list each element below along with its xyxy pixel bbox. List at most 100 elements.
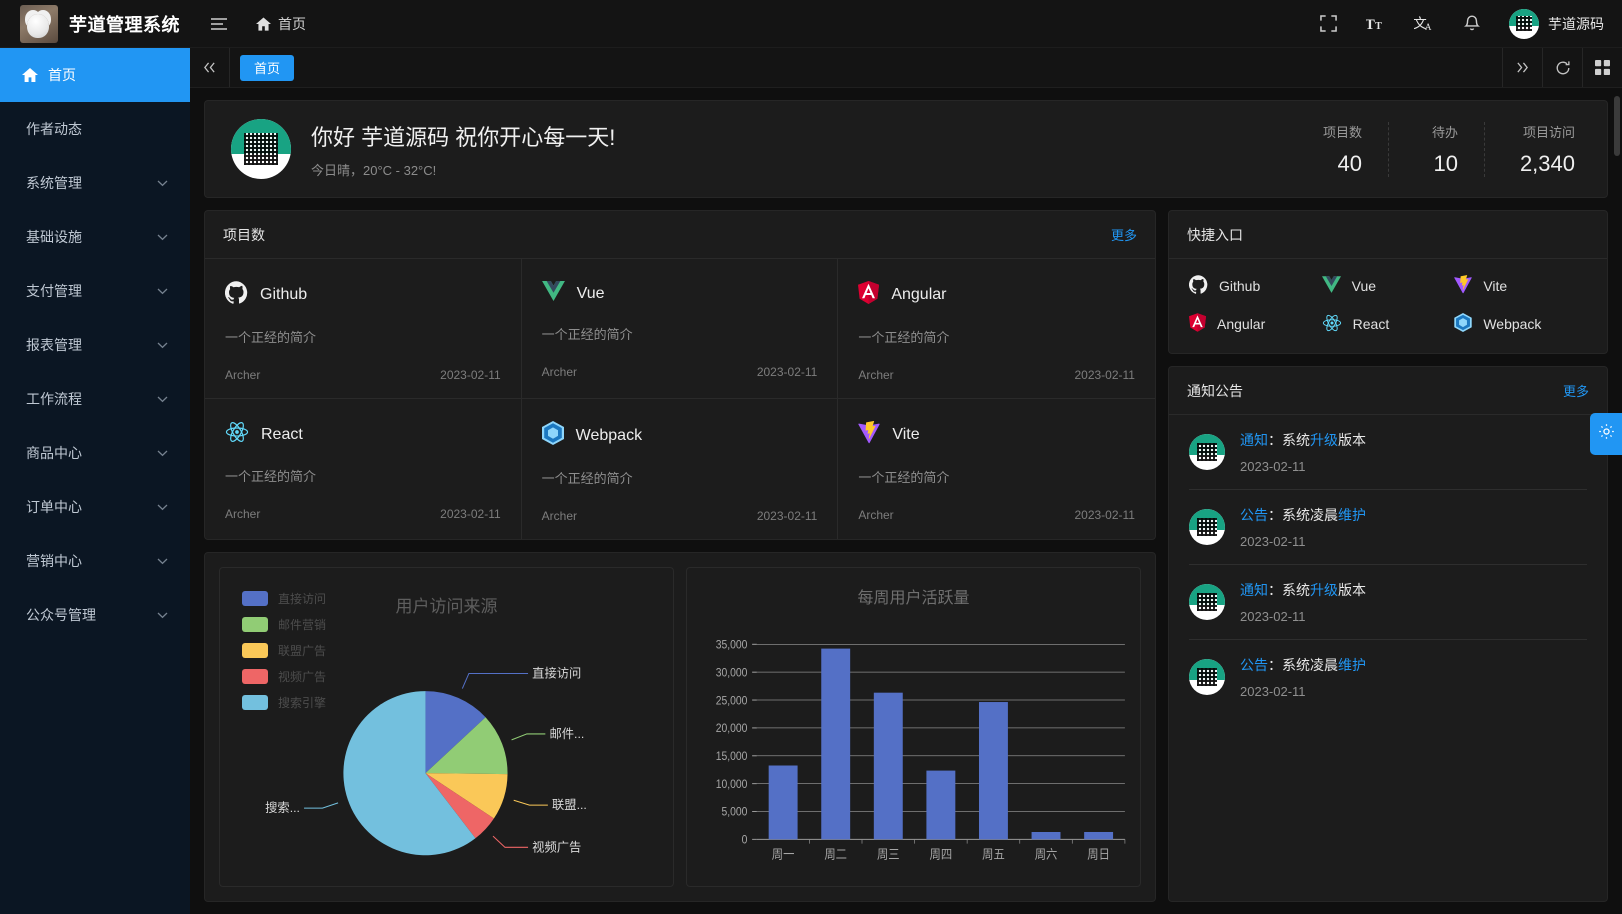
bar[interactable] [821,648,851,840]
bar-chart[interactable]: 每周用户活跃量 0 5,000 10,000 15,000 20,000 25,000 30… [686,567,1141,887]
bar[interactable] [1031,831,1061,840]
project-footer: Archer 2023-02-11 [858,508,1135,522]
legend-item[interactable]: 视频广告 [242,668,326,685]
vue-icon [1321,276,1341,296]
greeting-text: 你好 芋道源码 祝你开心每一天! [311,124,616,150]
webpack-icon [541,421,564,450]
refresh-icon[interactable] [1542,48,1582,87]
sidebar-item-system[interactable]: 系统管理 [0,156,190,210]
tab-label: 首页 [254,61,281,76]
quick-entry-grid: Github Vue Vite [1169,259,1607,353]
pie-slice[interactable] [425,773,508,819]
project-card[interactable]: Angular 一个正经的简介 Archer 2023-02-11 [838,259,1155,399]
user-menu[interactable]: 芋道源码 [1509,8,1604,39]
legend-swatch [242,591,268,606]
bar[interactable] [1084,831,1114,840]
sidebar-item-mp-management[interactable]: 公众号管理 [0,588,190,642]
home-icon [22,68,39,82]
pie-chart[interactable]: 用户访问来源 直接访问 邮件营销 联盟广告 视频广告 搜索引擎 直接访问 邮件..… [219,567,674,887]
pie-slice[interactable] [343,691,476,856]
notice-avatar [1189,509,1225,545]
tab-home[interactable]: 首页 [240,54,295,81]
notice-item[interactable]: 公告：系统凌晨维护 2023-02-11 [1189,490,1587,565]
page-scrollbar[interactable] [1614,96,1620,156]
quick-entry-item-vite[interactable]: Vite [1454,275,1587,297]
legend-item[interactable]: 联盟广告 [242,642,326,659]
bar[interactable] [926,770,956,840]
notice-type: 公告 [1240,507,1268,523]
sidebar-item-payment[interactable]: 支付管理 [0,264,190,318]
project-card[interactable]: Github 一个正经的简介 Archer 2023-02-11 [205,259,522,399]
project-card[interactable]: React 一个正经的简介 Archer 2023-02-11 [205,399,522,539]
projects-more-link[interactable]: 更多 [1110,228,1137,243]
menu-icon[interactable] [208,13,230,35]
legend-swatch [242,617,268,632]
chevron-double-right-icon[interactable] [1502,48,1542,87]
chevron-down-icon [157,234,168,241]
project-desc: 一个正经的简介 [858,470,950,485]
pie-slice[interactable] [425,691,486,774]
brand[interactable]: 芋道管理系统 [0,4,190,43]
projects-card-header: 项目数 更多 [205,211,1155,259]
notice-date: 2023-02-11 [1240,609,1306,624]
project-author: Archer [858,368,894,382]
bar[interactable] [768,765,798,840]
project-name: React [261,425,303,443]
grid-icon[interactable] [1582,48,1622,87]
quick-entry-item-webpack[interactable]: Webpack [1454,313,1587,335]
notices-more-link[interactable]: 更多 [1562,384,1589,399]
legend-item[interactable]: 直接访问 [242,590,326,607]
project-footer: Archer 2023-02-11 [858,368,1135,382]
bar[interactable] [978,702,1008,840]
translate-icon[interactable]: 文 A [1413,13,1435,35]
notice-item[interactable]: 通知：系统升级版本 2023-02-11 [1189,565,1587,640]
sidebar-item-order-center[interactable]: 订单中心 [0,480,190,534]
sidebar-item-report[interactable]: 报表管理 [0,318,190,372]
sidebar-item-author-news[interactable]: 作者动态 [0,102,190,156]
body-wrapper: 首页 作者动态 系统管理 基础设施 支付管理 报表管理 工作流程 [0,48,1622,914]
fullscreen-icon[interactable] [1317,13,1339,35]
quick-entry-title: 快捷入口 [1187,226,1243,243]
project-header: Github [224,281,501,309]
quick-entry-item-react[interactable]: React [1322,313,1455,335]
sidebar-item-label: 工作流程 [26,391,82,407]
notice-item[interactable]: 通知：系统升级版本 2023-02-11 [1189,415,1587,490]
chevron-double-left-icon[interactable] [190,48,230,87]
sidebar-item-infrastructure[interactable]: 基础设施 [0,210,190,264]
github-icon [224,281,248,309]
pie-callout-line [304,802,339,809]
sidebar-item-product-center[interactable]: 商品中心 [0,426,190,480]
project-author: Archer [858,508,894,522]
stat-visits: 项目访问 2,340 [1485,122,1581,177]
legend-label: 直接访问 [278,592,327,606]
settings-button[interactable] [1590,413,1622,455]
quick-entry-item-vue[interactable]: Vue [1321,275,1455,297]
project-card[interactable]: Vite 一个正经的简介 Archer 2023-02-11 [838,399,1155,539]
legend-label: 搜索引擎 [278,696,327,710]
x-axis-label: 周日 [1087,847,1110,862]
project-footer: Archer 2023-02-11 [542,509,818,523]
project-header: Vue [541,281,818,306]
project-name: Vue [576,284,605,302]
notice-date: 2023-02-11 [1240,684,1306,699]
pie-slice[interactable] [425,717,508,775]
pie-callout-line [513,799,548,806]
breadcrumb[interactable]: 首页 [256,14,306,34]
sidebar-item-home[interactable]: 首页 [0,48,190,102]
project-card[interactable]: Webpack 一个正经的简介 Archer 2023-02-11 [522,399,839,539]
notice-type: 通知 [1240,432,1268,448]
notice-item[interactable]: 公告：系统凌晨维护 2023-02-11 [1189,640,1587,714]
quick-entry-item-github[interactable]: Github [1188,275,1322,297]
project-desc: 一个正经的简介 [858,330,950,345]
bell-icon[interactable] [1461,13,1483,35]
bar[interactable] [873,692,903,840]
font-size-icon[interactable]: T T [1365,13,1387,35]
project-card[interactable]: Vue 一个正经的简介 Archer 2023-02-11 [521,259,839,399]
sidebar-item-marketing-center[interactable]: 营销中心 [0,534,190,588]
projects-grid: Github 一个正经的简介 Archer 2023-02-11 [205,259,1155,539]
sidebar-item-workflow[interactable]: 工作流程 [0,372,190,426]
legend-item[interactable]: 邮件营销 [242,616,326,633]
quick-entry-item-angular[interactable]: Angular [1189,313,1322,335]
pie-slice[interactable] [425,773,494,839]
legend-item[interactable]: 搜索引擎 [242,694,326,711]
